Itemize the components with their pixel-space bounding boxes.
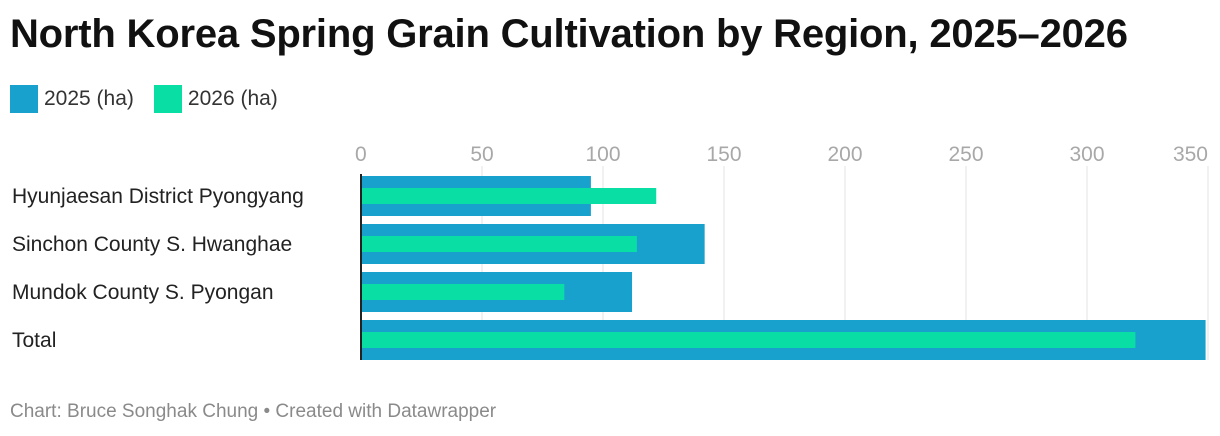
bar-2026 <box>361 236 637 252</box>
x-tick-label: 50 <box>470 143 493 166</box>
category-label: Hyunjaesan District Pyongyang <box>12 185 304 208</box>
x-axis-tick-labels: 0 50 100 150 200 250 300 350 <box>355 143 1208 166</box>
x-tick-label: 150 <box>706 143 741 166</box>
category-label: Mundok County S. Pyongan <box>12 281 274 304</box>
category-label: Sinchon County S. Hwanghae <box>12 233 292 256</box>
x-tick-label: 350 <box>1173 143 1208 166</box>
bar-2026 <box>361 284 565 300</box>
chart-title: North Korea Spring Grain Cultivation by … <box>10 12 1128 56</box>
legend-swatch-2025 <box>10 85 38 113</box>
legend-swatch-2026 <box>153 85 182 113</box>
x-tick-label: 200 <box>827 143 862 166</box>
legend-item-2025: 2025 (ha) <box>10 85 134 113</box>
x-tick-label: 0 <box>355 143 367 166</box>
legend-item-2026: 2026 (ha) <box>153 85 278 113</box>
x-tick-label: 100 <box>585 143 620 166</box>
chart-credit: Chart: Bruce Songhak Chung • Created wit… <box>10 401 497 422</box>
legend-label-2025: 2025 (ha) <box>44 87 134 110</box>
category-labels: Hyunjaesan District Pyongyang Sinchon Cou… <box>12 185 304 352</box>
legend-label-2026: 2026 (ha) <box>187 87 278 110</box>
category-label: Total <box>12 329 56 352</box>
bar-2026 <box>361 188 657 204</box>
x-tick-label: 250 <box>948 143 983 166</box>
bar-2026 <box>361 332 1136 348</box>
bars <box>361 176 1206 360</box>
x-tick-label: 300 <box>1069 143 1104 166</box>
legend: 2025 (ha) 2026 (ha) <box>10 85 298 113</box>
